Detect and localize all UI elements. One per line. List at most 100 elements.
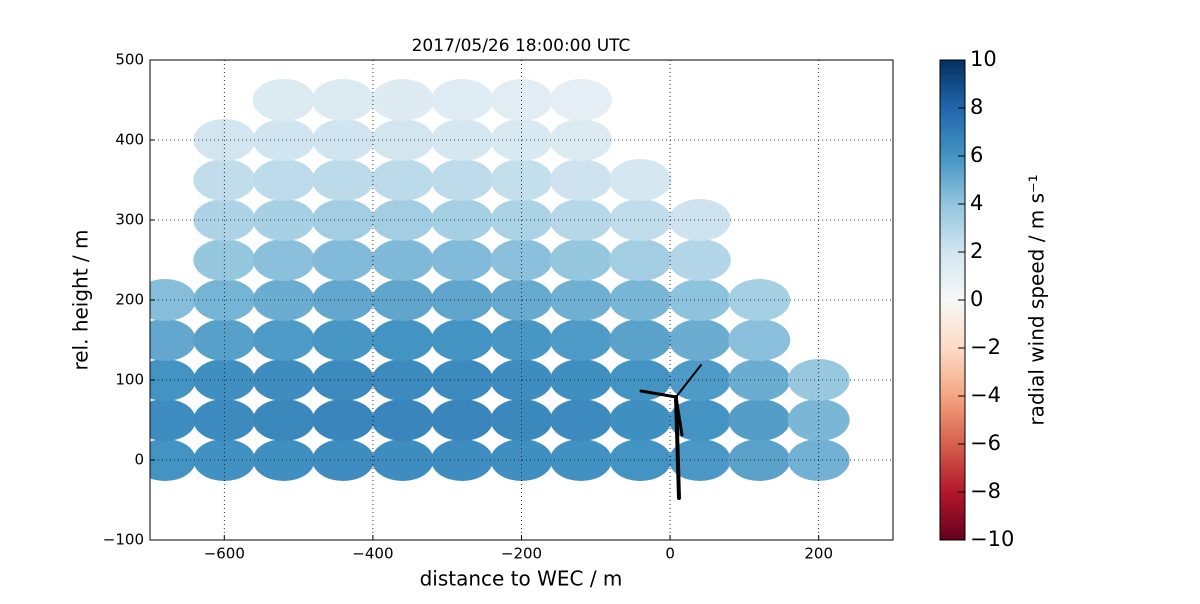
- y-tick-label: 300: [115, 211, 144, 229]
- data-point: [549, 279, 612, 321]
- data-point: [668, 319, 731, 361]
- data-point: [150, 319, 196, 361]
- data-point: [728, 399, 791, 441]
- colorbar-tick-label: 6: [970, 143, 983, 167]
- data-point: [312, 399, 375, 441]
- data-point: [609, 279, 672, 321]
- data-point: [312, 359, 375, 401]
- scatter-layer: [150, 79, 850, 481]
- data-point: [549, 359, 612, 401]
- turbine-blade: [674, 395, 684, 437]
- data-point: [252, 439, 315, 481]
- data-point: [609, 359, 672, 401]
- data-point: [371, 239, 434, 281]
- grid-layer: [150, 59, 893, 541]
- colorbar-tick-label: 2: [970, 239, 983, 263]
- x-tick-label: −200: [501, 545, 542, 563]
- data-point: [150, 279, 196, 321]
- colorbar-tick-label: −2: [970, 335, 1001, 359]
- x-axis-label: distance to WEC / m: [420, 567, 623, 591]
- data-point: [312, 159, 375, 201]
- y-tick-label: 100: [115, 371, 144, 389]
- colorbar-tick-label: 10: [970, 47, 997, 71]
- y-tick-label: 400: [115, 131, 144, 149]
- data-point: [371, 319, 434, 361]
- data-point: [252, 319, 315, 361]
- x-tick-label: 0: [665, 545, 675, 563]
- turbine-blade: [639, 389, 678, 399]
- y-tick-label: −100: [103, 531, 144, 549]
- data-point: [371, 399, 434, 441]
- data-point: [252, 279, 315, 321]
- data-point: [549, 239, 612, 281]
- data-point: [150, 399, 196, 441]
- data-point: [312, 119, 375, 161]
- data-point: [609, 399, 672, 441]
- turbine: [639, 364, 702, 500]
- data-point: [668, 359, 731, 401]
- data-point: [668, 199, 731, 241]
- data-point: [728, 319, 791, 361]
- data-point: [312, 239, 375, 281]
- data-point: [312, 79, 375, 121]
- data-point: [150, 439, 196, 481]
- data-point: [549, 119, 612, 161]
- data-point: [252, 399, 315, 441]
- colorbar-label: radial wind speed / m s⁻¹: [1025, 174, 1049, 425]
- colorbar-tick-label: 0: [970, 287, 983, 311]
- data-point: [252, 199, 315, 241]
- data-point: [252, 119, 315, 161]
- x-tick-label: −400: [352, 545, 393, 563]
- data-point: [609, 159, 672, 201]
- data-point: [431, 159, 494, 201]
- colorbar-tick-label: 4: [970, 191, 983, 215]
- data-point: [668, 439, 731, 481]
- data-point: [371, 159, 434, 201]
- data-point: [549, 319, 612, 361]
- data-point: [728, 439, 791, 481]
- data-point: [668, 239, 731, 281]
- data-point: [252, 159, 315, 201]
- plot-frame: [149, 59, 894, 541]
- data-point: [312, 279, 375, 321]
- data-point: [549, 399, 612, 441]
- data-point: [312, 199, 375, 241]
- data-point: [371, 79, 434, 121]
- data-point: [549, 439, 612, 481]
- y-tick-label: 0: [134, 451, 144, 469]
- data-point: [609, 439, 672, 481]
- data-point: [431, 319, 494, 361]
- colorbar-tick-label: −6: [970, 431, 1001, 455]
- data-point: [431, 79, 494, 121]
- y-tick-label: 200: [115, 291, 144, 309]
- data-point: [728, 279, 791, 321]
- data-point: [252, 79, 315, 121]
- data-point: [312, 319, 375, 361]
- turbine-tower: [674, 395, 681, 500]
- data-point: [609, 319, 672, 361]
- y-axis-label: rel. height / m: [69, 229, 93, 370]
- data-point: [728, 359, 791, 401]
- data-point: [668, 399, 731, 441]
- data-point: [431, 239, 494, 281]
- data-point: [668, 279, 731, 321]
- colorbar-tick-label: 8: [970, 95, 983, 119]
- colorbar-tick-label: −4: [970, 383, 1001, 407]
- data-point: [549, 199, 612, 241]
- data-point: [431, 399, 494, 441]
- x-tick-label: −600: [204, 545, 245, 563]
- x-tick-label: 200: [804, 545, 833, 563]
- data-point: [312, 439, 375, 481]
- data-point: [150, 359, 196, 401]
- colorbar-tick-label: −10: [970, 527, 1014, 551]
- data-point: [609, 199, 672, 241]
- data-point: [549, 79, 612, 121]
- turbine-blade: [675, 364, 702, 398]
- data-point: [252, 359, 315, 401]
- colorbar-tick-label: −8: [970, 479, 1001, 503]
- y-tick-label: 500: [115, 51, 144, 69]
- data-point: [549, 159, 612, 201]
- chart-title: 2017/05/26 18:00:00 UTC: [412, 36, 631, 56]
